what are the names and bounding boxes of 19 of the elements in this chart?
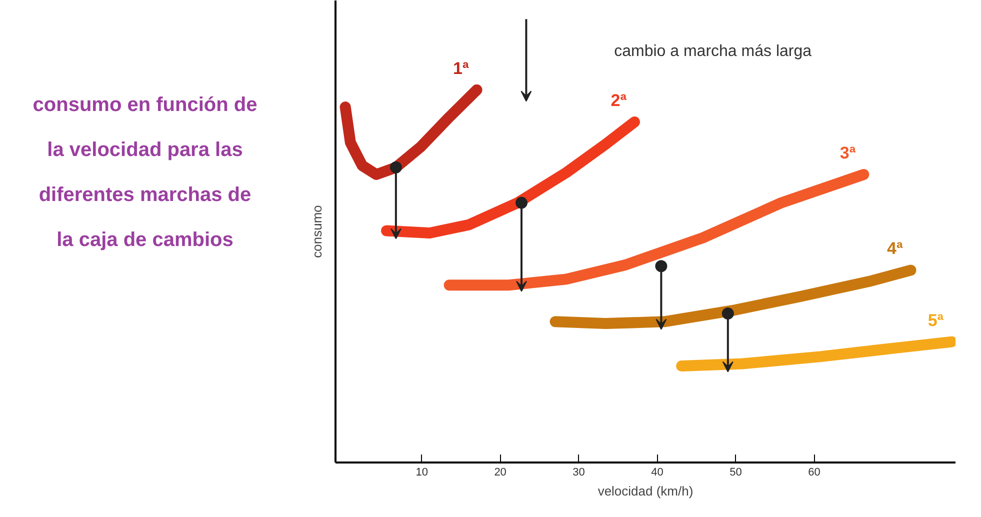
x-axis-title: velocidad (km/h) <box>598 484 694 498</box>
series-label: 2ª <box>610 90 628 110</box>
x-tick-label: 30 <box>572 466 585 478</box>
x-tick-label: 20 <box>494 466 506 478</box>
point <box>722 307 734 320</box>
point <box>390 161 402 174</box>
y-axis-title: consumo <box>310 205 324 258</box>
series-label: 5ª <box>928 310 944 330</box>
text: cambio a marcha más larga <box>614 43 812 60</box>
series-label: 4ª <box>887 239 904 258</box>
text: consumo en función de la velocidad para las diferentes marchas de la caja de cambios <box>32 93 258 253</box>
series-label: 1ª <box>453 58 470 78</box>
point <box>516 196 528 209</box>
x-tick-label: 40 <box>651 466 664 478</box>
x-tick-label: 50 <box>730 466 742 478</box>
x-tick-label: 10 <box>416 466 428 478</box>
x-tick-label: 60 <box>808 466 820 478</box>
series-label: 3ª <box>840 143 856 162</box>
point <box>655 260 668 272</box>
